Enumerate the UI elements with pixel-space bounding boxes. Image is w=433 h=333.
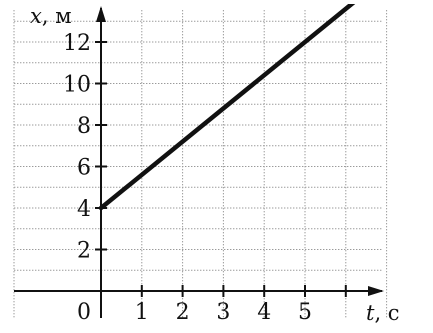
chart-axes <box>14 6 384 318</box>
y-tick-label: 6 <box>77 156 91 181</box>
chart-series <box>98 4 356 211</box>
y-axis-arrow <box>96 6 106 22</box>
chart-grid <box>13 10 388 318</box>
x-tick-label: 1 <box>135 300 149 325</box>
y-tick-label: 10 <box>63 73 91 98</box>
y-tick-label: 12 <box>63 31 91 56</box>
x-tick-label: 4 <box>257 300 271 325</box>
x-axis-label: t, с <box>366 301 400 325</box>
y-axis-label-unit: , м <box>42 4 72 28</box>
x-axis-label-var: t <box>366 301 375 325</box>
x-axis-label-unit: , с <box>374 301 399 325</box>
y-tick-label: 8 <box>77 114 91 139</box>
origin-label: 0 <box>77 300 91 325</box>
x-tick-label: 2 <box>176 300 190 325</box>
y-tick-label: 2 <box>77 239 91 264</box>
x-tick-label: 3 <box>216 300 230 325</box>
y-axis-label: x, м <box>30 4 72 28</box>
series-line <box>98 4 356 211</box>
x-axis-arrow <box>368 286 384 296</box>
x-tick-label: 5 <box>298 300 312 325</box>
y-axis-label-var: x <box>30 4 42 28</box>
y-tick-label: 4 <box>77 197 91 222</box>
